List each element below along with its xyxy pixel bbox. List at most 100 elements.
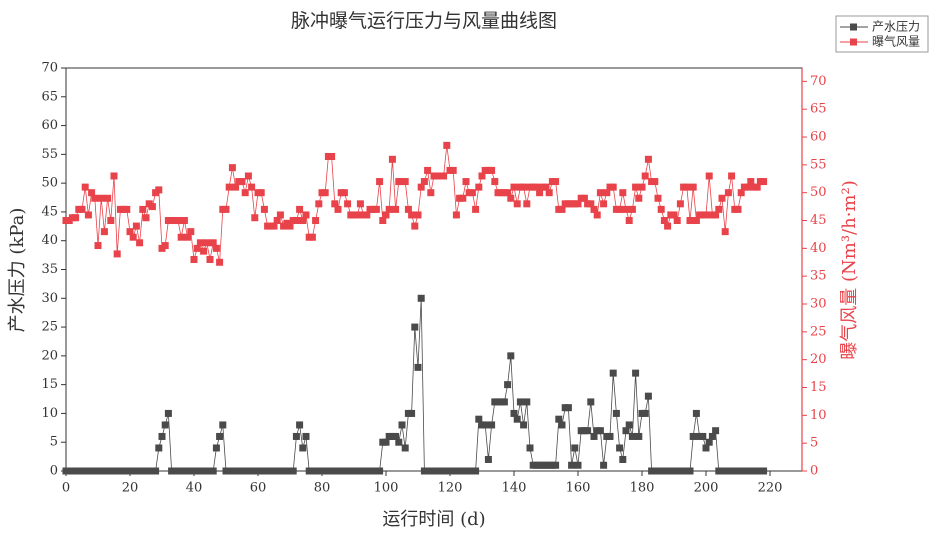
data-point (657, 205, 665, 213)
data-point (392, 432, 400, 440)
data-point (715, 205, 723, 213)
data-point (449, 166, 457, 174)
data-point (142, 214, 150, 222)
x-tick-label: 160 (566, 481, 591, 496)
data-point (292, 217, 300, 225)
data-point (270, 222, 278, 230)
data-point (260, 205, 268, 213)
y2-tick-label: 70 (810, 74, 827, 89)
y2-tick-label: 5 (810, 436, 818, 451)
data-point (760, 467, 768, 475)
y2-axis-label: 曝气风量 (Nm³/h·m²) (839, 180, 860, 359)
data-point (702, 211, 710, 219)
y-tick-label: 35 (41, 262, 58, 277)
data-point (241, 189, 249, 197)
data-point (356, 200, 364, 208)
data-point (251, 214, 259, 222)
data-point (248, 183, 256, 191)
data-point (203, 239, 211, 247)
data-point (193, 244, 201, 252)
y2-tick-label: 45 (810, 213, 827, 228)
data-point (84, 211, 92, 219)
y-axis-label: 产水压力 (kPa) (7, 208, 28, 333)
data-point (481, 421, 489, 429)
data-point (209, 239, 217, 247)
data-point (81, 183, 89, 191)
data-point (612, 409, 620, 417)
data-point (190, 255, 198, 263)
data-point (376, 467, 384, 475)
data-point (523, 200, 531, 208)
data-point (686, 217, 694, 225)
data-point (628, 205, 636, 213)
data-point (513, 415, 521, 423)
y-tick-label: 40 (41, 233, 58, 248)
data-point (660, 217, 668, 225)
data-point (299, 444, 307, 452)
data-point (417, 294, 425, 302)
data-point (484, 455, 492, 463)
data-point (276, 211, 284, 219)
data-point (676, 200, 684, 208)
data-point (619, 189, 627, 197)
data-point (177, 233, 185, 241)
data-point (363, 211, 371, 219)
data-point (564, 404, 572, 412)
data-point (545, 189, 553, 197)
data-point (670, 211, 678, 219)
data-point (593, 211, 601, 219)
data-point (139, 205, 147, 213)
data-point (734, 205, 742, 213)
data-point (219, 421, 227, 429)
y-tick-label: 50 (41, 176, 58, 191)
data-point (212, 444, 220, 452)
data-point (302, 211, 310, 219)
data-point (353, 211, 361, 219)
data-point (328, 153, 336, 161)
y2-tick-label: 60 (810, 130, 827, 145)
data-point (507, 194, 515, 202)
data-point (113, 250, 121, 258)
data-point (644, 155, 652, 163)
data-point (580, 194, 588, 202)
data-point (107, 217, 115, 225)
data-point (574, 461, 582, 469)
data-point (209, 467, 217, 475)
data-point (718, 194, 726, 202)
data-point (200, 247, 208, 255)
data-point (651, 178, 659, 186)
data-point (238, 178, 246, 186)
data-point (526, 444, 534, 452)
data-point (558, 205, 566, 213)
data-point (289, 467, 297, 475)
y-tick-label: 65 (41, 89, 58, 104)
data-point (382, 438, 390, 446)
data-point (452, 211, 460, 219)
data-point (273, 217, 281, 225)
data-point (299, 217, 307, 225)
data-point (705, 172, 713, 180)
legend-label: 曝气风量 (872, 34, 920, 49)
data-point (712, 427, 720, 435)
data-point (571, 444, 579, 452)
data-point (596, 427, 604, 435)
data-point (443, 141, 451, 149)
data-point (584, 427, 592, 435)
data-point (737, 189, 745, 197)
data-point (401, 178, 409, 186)
data-point (440, 172, 448, 180)
data-point (398, 421, 406, 429)
data-point (100, 228, 108, 236)
data-point (302, 432, 310, 440)
data-point (478, 172, 486, 180)
data-point (344, 200, 352, 208)
data-point (753, 183, 761, 191)
data-point (427, 189, 435, 197)
data-point (488, 166, 496, 174)
data-point (686, 467, 694, 475)
data-point (187, 228, 195, 236)
data-point (641, 172, 649, 180)
x-tick-label: 220 (758, 481, 783, 496)
data-point (216, 432, 224, 440)
data-point (638, 183, 646, 191)
